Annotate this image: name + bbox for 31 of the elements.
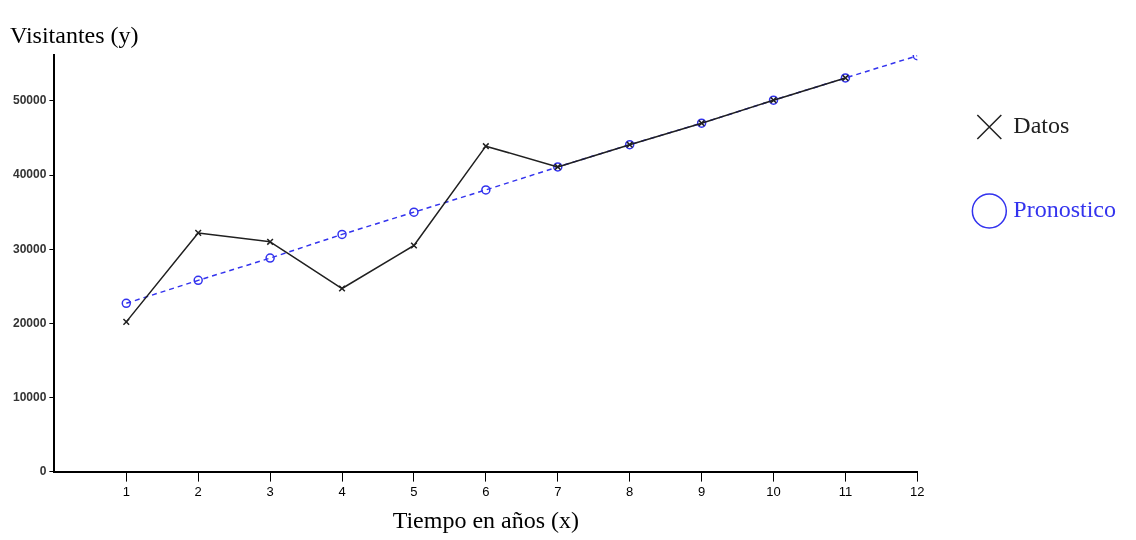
point (409, 207, 419, 217)
y-tick-label: 30000 (12, 241, 47, 256)
point (338, 284, 346, 293)
legend-label: Datos (1013, 112, 1070, 139)
y-tick-label: 20000 (12, 315, 47, 330)
x-tick-label: 4 (338, 483, 346, 499)
x-tick-label: 3 (266, 483, 274, 499)
point (481, 185, 491, 195)
point (337, 229, 347, 240)
point (121, 298, 132, 309)
point (193, 275, 203, 286)
x-tick-label: 5 (410, 483, 418, 499)
x-tick-label: 11 (838, 483, 853, 499)
y-tick-label: 0 (39, 463, 47, 478)
x-tick-label: 6 (482, 483, 490, 499)
point (482, 142, 490, 150)
x-tick-label: 1 (122, 483, 130, 499)
legend-label: Pronostico (1013, 196, 1116, 223)
y-tick-label: 40000 (12, 167, 47, 182)
x-axis-title: Tiempo en años (x) (392, 506, 580, 533)
x-tick-label: 2 (194, 483, 202, 499)
x-tick-label: 10 (766, 483, 781, 499)
point (265, 253, 275, 263)
x-tick-label: 7 (554, 483, 562, 499)
y-tick-label: 10000 (12, 389, 47, 404)
x-tick-label: 12 (910, 483, 925, 499)
x-tick-label: 9 (697, 483, 706, 499)
x-tick-label: 8 (626, 483, 634, 499)
y-axis-title: Visitantes (y) (10, 22, 139, 49)
y-tick-label: 50000 (12, 93, 47, 108)
point (410, 241, 418, 250)
